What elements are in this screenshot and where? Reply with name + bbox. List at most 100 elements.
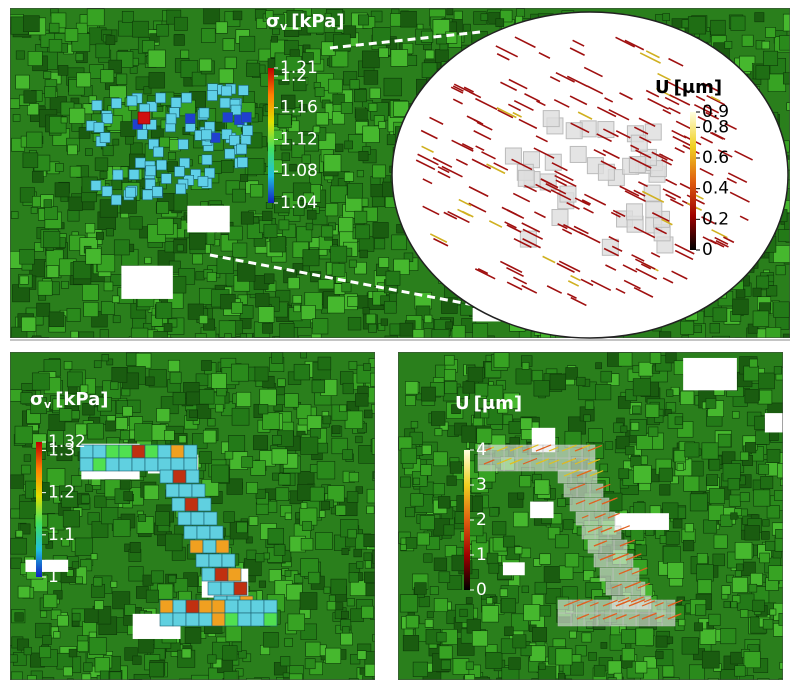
voxel <box>677 464 684 471</box>
colorbar-tick-label: 1.1 <box>48 525 75 545</box>
stress-voxel <box>111 98 121 108</box>
voxel <box>256 503 268 515</box>
voxel <box>358 15 368 25</box>
voxel <box>632 406 640 414</box>
voxel <box>193 254 203 264</box>
voxel <box>707 475 718 486</box>
voxel <box>285 513 291 519</box>
voxel <box>100 330 108 338</box>
voxel <box>663 666 674 677</box>
voxel <box>447 9 453 15</box>
voxel <box>532 680 544 690</box>
voxel <box>379 257 389 267</box>
ghost-voxel <box>505 148 521 164</box>
voxel <box>515 547 522 554</box>
voxel <box>150 425 166 441</box>
stress-voxel <box>192 484 205 497</box>
voxel <box>190 410 198 418</box>
voxel <box>420 515 434 529</box>
voxel <box>89 638 106 655</box>
stress-voxel <box>137 129 147 139</box>
voxel <box>156 303 172 319</box>
voxel <box>324 155 341 172</box>
voxel <box>496 19 504 27</box>
voxel <box>581 557 595 571</box>
voxel <box>264 224 277 237</box>
voxel <box>248 158 264 174</box>
voxel <box>348 296 358 306</box>
zoom-inset <box>392 12 788 338</box>
voxel <box>753 311 769 327</box>
voxel <box>133 656 142 665</box>
voxel <box>489 563 499 573</box>
stress-voxel <box>238 157 248 167</box>
voxel <box>256 553 264 561</box>
voxel <box>364 410 372 418</box>
voxel <box>356 436 363 443</box>
voxel <box>345 141 353 149</box>
voxel <box>390 324 401 335</box>
stress-voxel <box>135 158 145 168</box>
voxel <box>631 422 639 430</box>
stress-voxel <box>129 170 139 180</box>
colorbar <box>36 442 42 577</box>
voxel <box>433 483 445 495</box>
void <box>683 358 737 390</box>
voxel <box>756 276 768 288</box>
voxel <box>557 499 565 507</box>
voxel <box>196 271 204 279</box>
colorbar-tick-label: 1.12 <box>280 129 318 149</box>
voxel <box>200 452 212 464</box>
voxel <box>684 476 699 491</box>
voxel <box>758 679 770 690</box>
voxel <box>635 661 647 673</box>
voxel <box>685 443 699 457</box>
voxel <box>473 677 490 690</box>
stress-voxel <box>145 445 158 458</box>
voxel <box>239 36 254 51</box>
voxel <box>584 415 591 422</box>
voxel <box>740 493 749 502</box>
colorbar-tick-label: 0.4 <box>702 179 729 199</box>
voxel <box>100 671 109 680</box>
voxel <box>155 511 169 525</box>
voxel <box>281 657 290 666</box>
voxel <box>202 361 212 371</box>
voxel <box>16 530 23 537</box>
voxel <box>88 423 104 439</box>
voxel <box>384 78 402 96</box>
voxel <box>356 109 368 121</box>
voxel <box>136 353 151 368</box>
voxel <box>282 153 290 161</box>
voxel <box>123 406 133 416</box>
voxel <box>95 158 108 171</box>
voxel <box>32 373 49 390</box>
voxel <box>301 352 307 358</box>
voxel <box>349 573 359 583</box>
voxel <box>133 21 149 37</box>
voxel <box>648 427 658 437</box>
voxel <box>160 137 170 147</box>
voxel <box>72 613 80 621</box>
voxel <box>731 602 737 608</box>
voxel <box>249 516 258 525</box>
voxel <box>258 307 274 323</box>
stress-voxel <box>156 93 166 103</box>
voxel <box>411 421 418 428</box>
voxel <box>317 461 335 479</box>
voxel <box>256 294 270 308</box>
stress-voxel <box>225 613 238 626</box>
voxel <box>10 390 22 402</box>
voxel <box>49 39 62 52</box>
voxel <box>263 413 280 430</box>
voxel <box>125 604 136 615</box>
voxel <box>348 317 361 330</box>
stress-voxel <box>184 458 197 471</box>
voxel <box>149 72 165 88</box>
voxel <box>736 564 743 571</box>
voxel <box>532 627 546 641</box>
voxel <box>10 99 20 109</box>
voxel <box>783 73 794 84</box>
voxel <box>493 522 506 535</box>
void <box>765 413 799 432</box>
